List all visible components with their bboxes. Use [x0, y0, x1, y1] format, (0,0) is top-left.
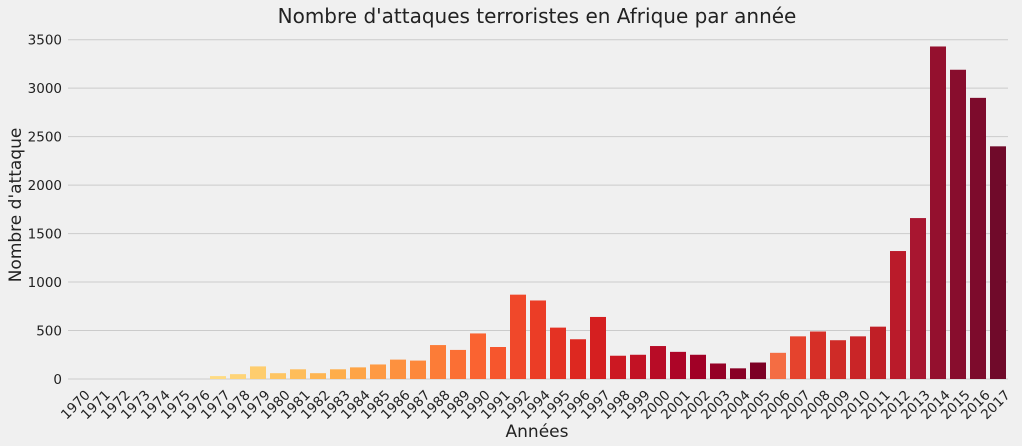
- bar-2008: [810, 331, 826, 379]
- bar-1983: [330, 369, 346, 379]
- bars: [210, 46, 1006, 379]
- bar-2017: [990, 146, 1006, 379]
- bar-1991: [490, 347, 506, 379]
- y-tick-label: 3500: [28, 33, 62, 49]
- bar-1998: [610, 355, 626, 379]
- bar-1994: [530, 300, 546, 379]
- x-axis-label: Années: [506, 422, 569, 442]
- y-tick-label: 1500: [28, 227, 62, 243]
- bar-1999: [630, 354, 646, 379]
- bar-2010: [850, 336, 866, 379]
- y-axis-label: Nombre d'attaque: [6, 128, 26, 283]
- bar-1987: [410, 360, 426, 379]
- bar-1977: [210, 376, 226, 379]
- bar-1992: [510, 294, 526, 379]
- bar-2015: [950, 69, 966, 379]
- bar-2011: [870, 326, 886, 379]
- bar-2016: [970, 97, 986, 379]
- y-tick-label: 2000: [28, 178, 62, 194]
- bar-1995: [550, 327, 566, 379]
- bar-2014: [930, 46, 946, 379]
- bar-1979: [250, 366, 266, 379]
- bar-2000: [650, 346, 666, 379]
- bar-1997: [590, 316, 606, 379]
- bar-2001: [670, 351, 686, 379]
- bar-2012: [890, 251, 906, 379]
- bar-1988: [430, 345, 446, 379]
- bar-2004: [730, 368, 746, 379]
- y-tick-label: 0: [53, 372, 62, 388]
- x-axis-ticks: 1970197119721973197419751976197719781979…: [58, 387, 1014, 423]
- bar-1989: [450, 349, 466, 379]
- y-axis-ticks: 0 500 1000 1500 2000 2500 3000 3500: [28, 33, 62, 388]
- bar-2013: [910, 218, 926, 379]
- y-tick-label: 1000: [28, 275, 62, 291]
- bar-2007: [790, 336, 806, 379]
- bar-1981: [290, 369, 306, 379]
- bar-2003: [710, 363, 726, 379]
- y-tick-label: 2500: [28, 130, 62, 146]
- bar-2005: [750, 362, 766, 379]
- bar-2006: [770, 352, 786, 379]
- bar-1980: [270, 373, 286, 379]
- bar-1990: [470, 333, 486, 379]
- bar-1982: [310, 373, 326, 379]
- bar-1996: [570, 339, 586, 379]
- grid-lines: [68, 39, 1008, 380]
- y-tick-label: 500: [36, 324, 62, 340]
- bar-2002: [690, 354, 706, 379]
- bar-2009: [830, 340, 846, 379]
- bar-1984: [350, 367, 366, 379]
- chart-title: Nombre d'attaques terroristes en Afrique…: [278, 4, 797, 28]
- y-tick-label: 3000: [28, 81, 62, 97]
- bar-1978: [230, 374, 246, 379]
- bar-1985: [370, 364, 386, 379]
- bar-1986: [390, 359, 406, 379]
